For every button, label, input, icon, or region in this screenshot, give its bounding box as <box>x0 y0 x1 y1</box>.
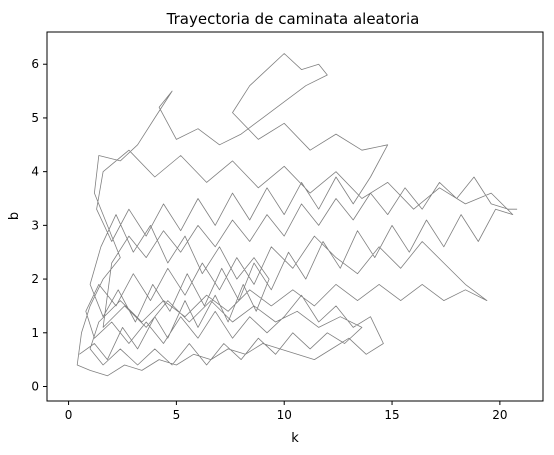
x-axis: 0 5 10 15 20 <box>65 401 508 422</box>
y-tick-label: 0 <box>31 379 39 393</box>
x-tick-label: 20 <box>492 408 507 422</box>
chart-title: Trayectoria de caminata aleatoria <box>166 10 420 28</box>
x-tick-label: 10 <box>277 408 292 422</box>
y-tick-label: 5 <box>31 111 39 125</box>
x-axis-label: k <box>291 431 299 446</box>
y-tick-label: 2 <box>31 272 39 286</box>
walk-series-line <box>76 53 518 377</box>
y-tick-label: 1 <box>31 326 39 340</box>
y-tick-label: 3 <box>31 218 39 232</box>
y-tick-label: 4 <box>31 165 39 179</box>
y-axis-label: b <box>7 212 22 220</box>
plot-area <box>76 53 518 377</box>
x-tick-label: 0 <box>65 408 73 422</box>
y-tick-label: 6 <box>31 57 39 71</box>
x-tick-label: 15 <box>384 408 399 422</box>
x-tick-label: 5 <box>173 408 181 422</box>
y-axis: 0 1 2 3 4 5 6 <box>31 57 47 393</box>
plot-frame <box>46 31 544 402</box>
